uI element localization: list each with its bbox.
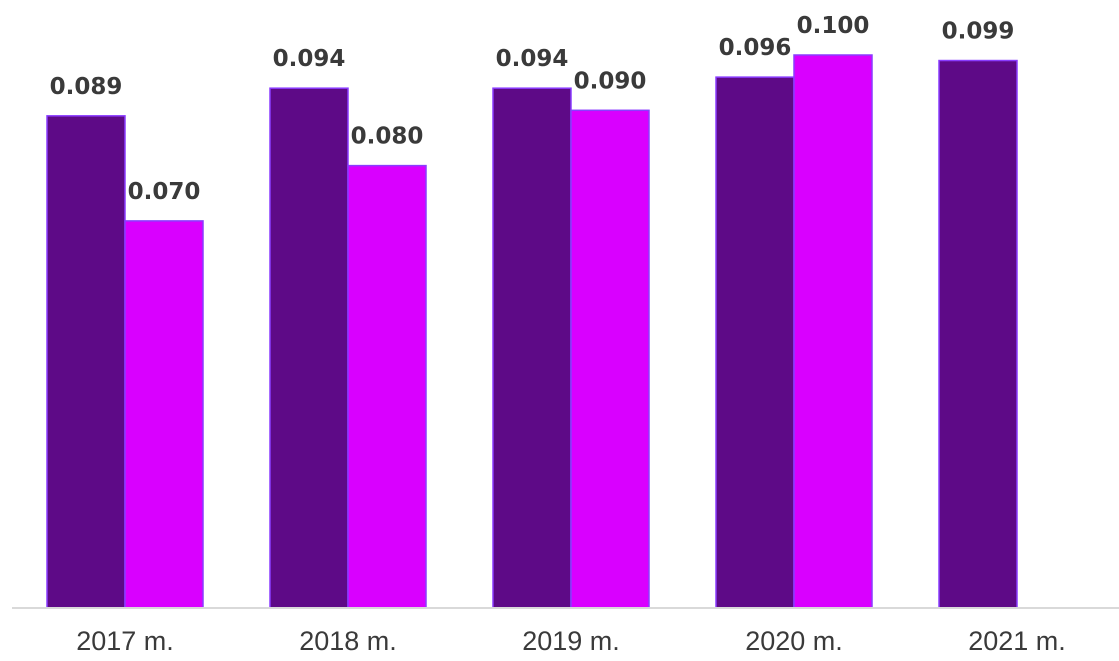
- bar-series1-1: [269, 87, 349, 609]
- value-label-series2-3: 0.100: [797, 13, 870, 39]
- bar-series1-0: [46, 115, 126, 609]
- x-tick-label: 2020 m.: [745, 626, 843, 656]
- x-tick-label: 2017 m.: [76, 626, 174, 656]
- x-tick-label: 2021 m.: [968, 626, 1066, 656]
- value-label-series2-0: 0.070: [128, 179, 201, 205]
- value-label-series1-4: 0.099: [942, 19, 1015, 45]
- value-labels-layer: 0.0890.0700.0940.0800.0940.0900.0960.100…: [50, 13, 1015, 205]
- value-label-series1-1: 0.094: [273, 46, 346, 72]
- bar-series1-4: [938, 59, 1018, 609]
- bar-series1-3: [715, 76, 795, 609]
- bar-series2-1: [347, 164, 427, 609]
- value-label-series2-1: 0.080: [351, 124, 424, 150]
- value-label-series1-0: 0.089: [50, 74, 123, 100]
- bar-series2-3: [793, 54, 873, 609]
- x-tick-labels-layer: 2017 m. 2018 m. 2019 m. 2020 m. 2021 m.: [76, 626, 1066, 656]
- bars-layer: [46, 54, 1018, 609]
- value-label-series1-2: 0.094: [496, 46, 569, 72]
- x-tick-label: 2018 m.: [299, 626, 397, 656]
- bar-series2-0: [124, 220, 204, 609]
- x-tick-label: 2019 m.: [522, 626, 620, 656]
- value-label-series1-3: 0.096: [719, 35, 792, 61]
- bar-series1-2: [492, 87, 572, 609]
- bar-series2-2: [570, 109, 650, 609]
- value-label-series2-2: 0.090: [574, 68, 647, 94]
